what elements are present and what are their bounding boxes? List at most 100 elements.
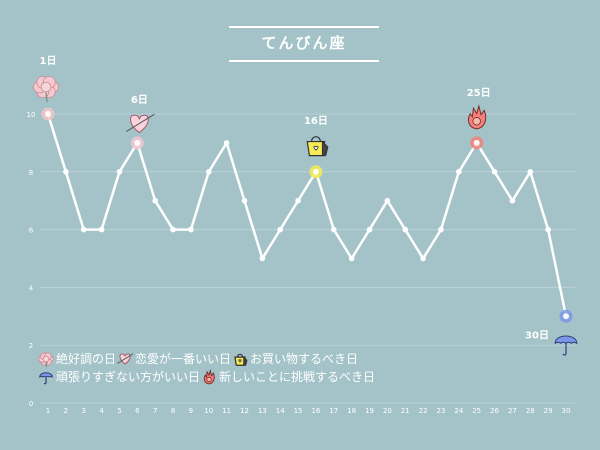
data-point (527, 169, 534, 175)
title-bottom-rule (229, 60, 379, 62)
data-point (116, 169, 123, 175)
x-tick-label: 15 (294, 407, 303, 415)
legend-item: 新しいことに挑戦するべき日 (201, 368, 375, 386)
data-point (384, 197, 391, 204)
x-tick-label: 16 (311, 407, 320, 415)
x-tick-label: 27 (508, 407, 517, 415)
x-tick-label: 30 (562, 407, 571, 415)
highlight-label: 25日 (467, 87, 491, 99)
x-tick-label: 29 (544, 407, 553, 415)
chart-title: てんびん座 (261, 34, 347, 52)
data-point (63, 169, 69, 175)
legend-label: 頑張りすぎない方がいい日 (56, 370, 201, 384)
x-tick-label: 8 (171, 407, 175, 415)
flower-center (40, 81, 52, 93)
data-point (98, 226, 105, 233)
x-tick-label: 1 (46, 407, 50, 415)
x-tick-label: 10 (204, 407, 213, 415)
umbrella-handle (43, 377, 47, 385)
flower-icon (38, 352, 54, 367)
data-point (402, 226, 409, 233)
x-tick-label: 3 (81, 407, 85, 415)
umbrella-icon (39, 372, 53, 385)
bag-handle (310, 136, 321, 142)
x-tick-label: 19 (365, 407, 374, 415)
x-tick-label: 2 (64, 407, 68, 415)
highlight-point (134, 139, 141, 146)
highlight-point (473, 139, 480, 146)
data-point (223, 140, 230, 146)
highlight-point (312, 168, 319, 175)
data-point (420, 255, 426, 262)
flower-center (42, 355, 50, 363)
highlight-label: 1日 (40, 55, 57, 67)
stem (45, 92, 48, 103)
flame-core (206, 376, 212, 383)
flower-icon (33, 75, 59, 103)
x-tick-label: 20 (383, 407, 392, 415)
legend-item: 絶好調の日 (38, 350, 116, 368)
data-point (188, 226, 194, 233)
umbrella-handle (562, 343, 567, 356)
x-tick-label: 23 (437, 407, 446, 415)
flame-icon (468, 104, 487, 130)
x-tick-label: 22 (419, 407, 428, 415)
arrow-shaft (117, 353, 134, 364)
x-tick-label: 9 (189, 407, 193, 415)
x-tick-label: 14 (276, 407, 285, 415)
y-tick-label: 0 (29, 400, 33, 408)
heart-icon (126, 113, 155, 134)
umbrella-canopy (554, 335, 578, 345)
bag-side (321, 140, 329, 157)
x-tick-label: 28 (526, 407, 535, 415)
highlight-label: 6日 (131, 94, 148, 106)
y-tick-label: 6 (29, 227, 34, 235)
title-block: てんびん座 (229, 26, 379, 62)
data-point (241, 197, 248, 204)
highlight-layer: 1日 6日 16日 25日 30日 (33, 55, 578, 356)
legend: 絶好調の日 恋愛が一番いい日 お買い物するべき日頑張りすぎない方がいい日 新しいことに… (38, 350, 376, 386)
x-tick-label: 26 (490, 407, 499, 415)
data-point (80, 226, 87, 233)
x-tick-label: 7 (153, 407, 157, 415)
legend-label: 絶好調の日 (56, 352, 117, 366)
legend-row: 絶好調の日 恋愛が一番いい日 お買い物するべき日 (38, 350, 376, 368)
data-point (545, 226, 551, 233)
bag-handle (236, 353, 244, 358)
y-tick-label: 4 (29, 284, 34, 292)
highlight-point (45, 111, 51, 117)
bag-heart (238, 359, 242, 363)
data-point (330, 226, 337, 233)
x-tick-label: 13 (258, 407, 267, 415)
highlight-point (563, 313, 569, 320)
bag-side (243, 355, 248, 366)
data-point (491, 169, 498, 175)
data-point (152, 197, 158, 204)
data-point (348, 255, 355, 262)
y-tick-label: 2 (29, 342, 33, 350)
data-point (366, 226, 373, 233)
flame-icon (203, 369, 215, 385)
data-point (438, 226, 444, 233)
legend-label: 新しいことに挑戦するべき日 (219, 370, 376, 384)
x-tick-label: 24 (454, 407, 463, 415)
shopping-bag-icon (306, 136, 329, 157)
data-point (295, 197, 301, 204)
flame-core (472, 117, 481, 126)
y-tick-label: 10 (27, 111, 36, 119)
grid-layer (40, 113, 575, 404)
data-point (259, 255, 266, 262)
heart-icon (117, 353, 134, 365)
data-point (277, 226, 284, 233)
series-layer (46, 113, 568, 317)
points-layer (63, 140, 551, 262)
x-tick-label: 25 (472, 407, 481, 415)
umbrella-canopy (39, 372, 53, 378)
legend-item: 頑張りすぎない方がいい日 (38, 368, 200, 386)
data-point (170, 226, 176, 233)
x-tick-label: 6 (135, 407, 140, 415)
x-tick-label: 21 (401, 407, 410, 415)
